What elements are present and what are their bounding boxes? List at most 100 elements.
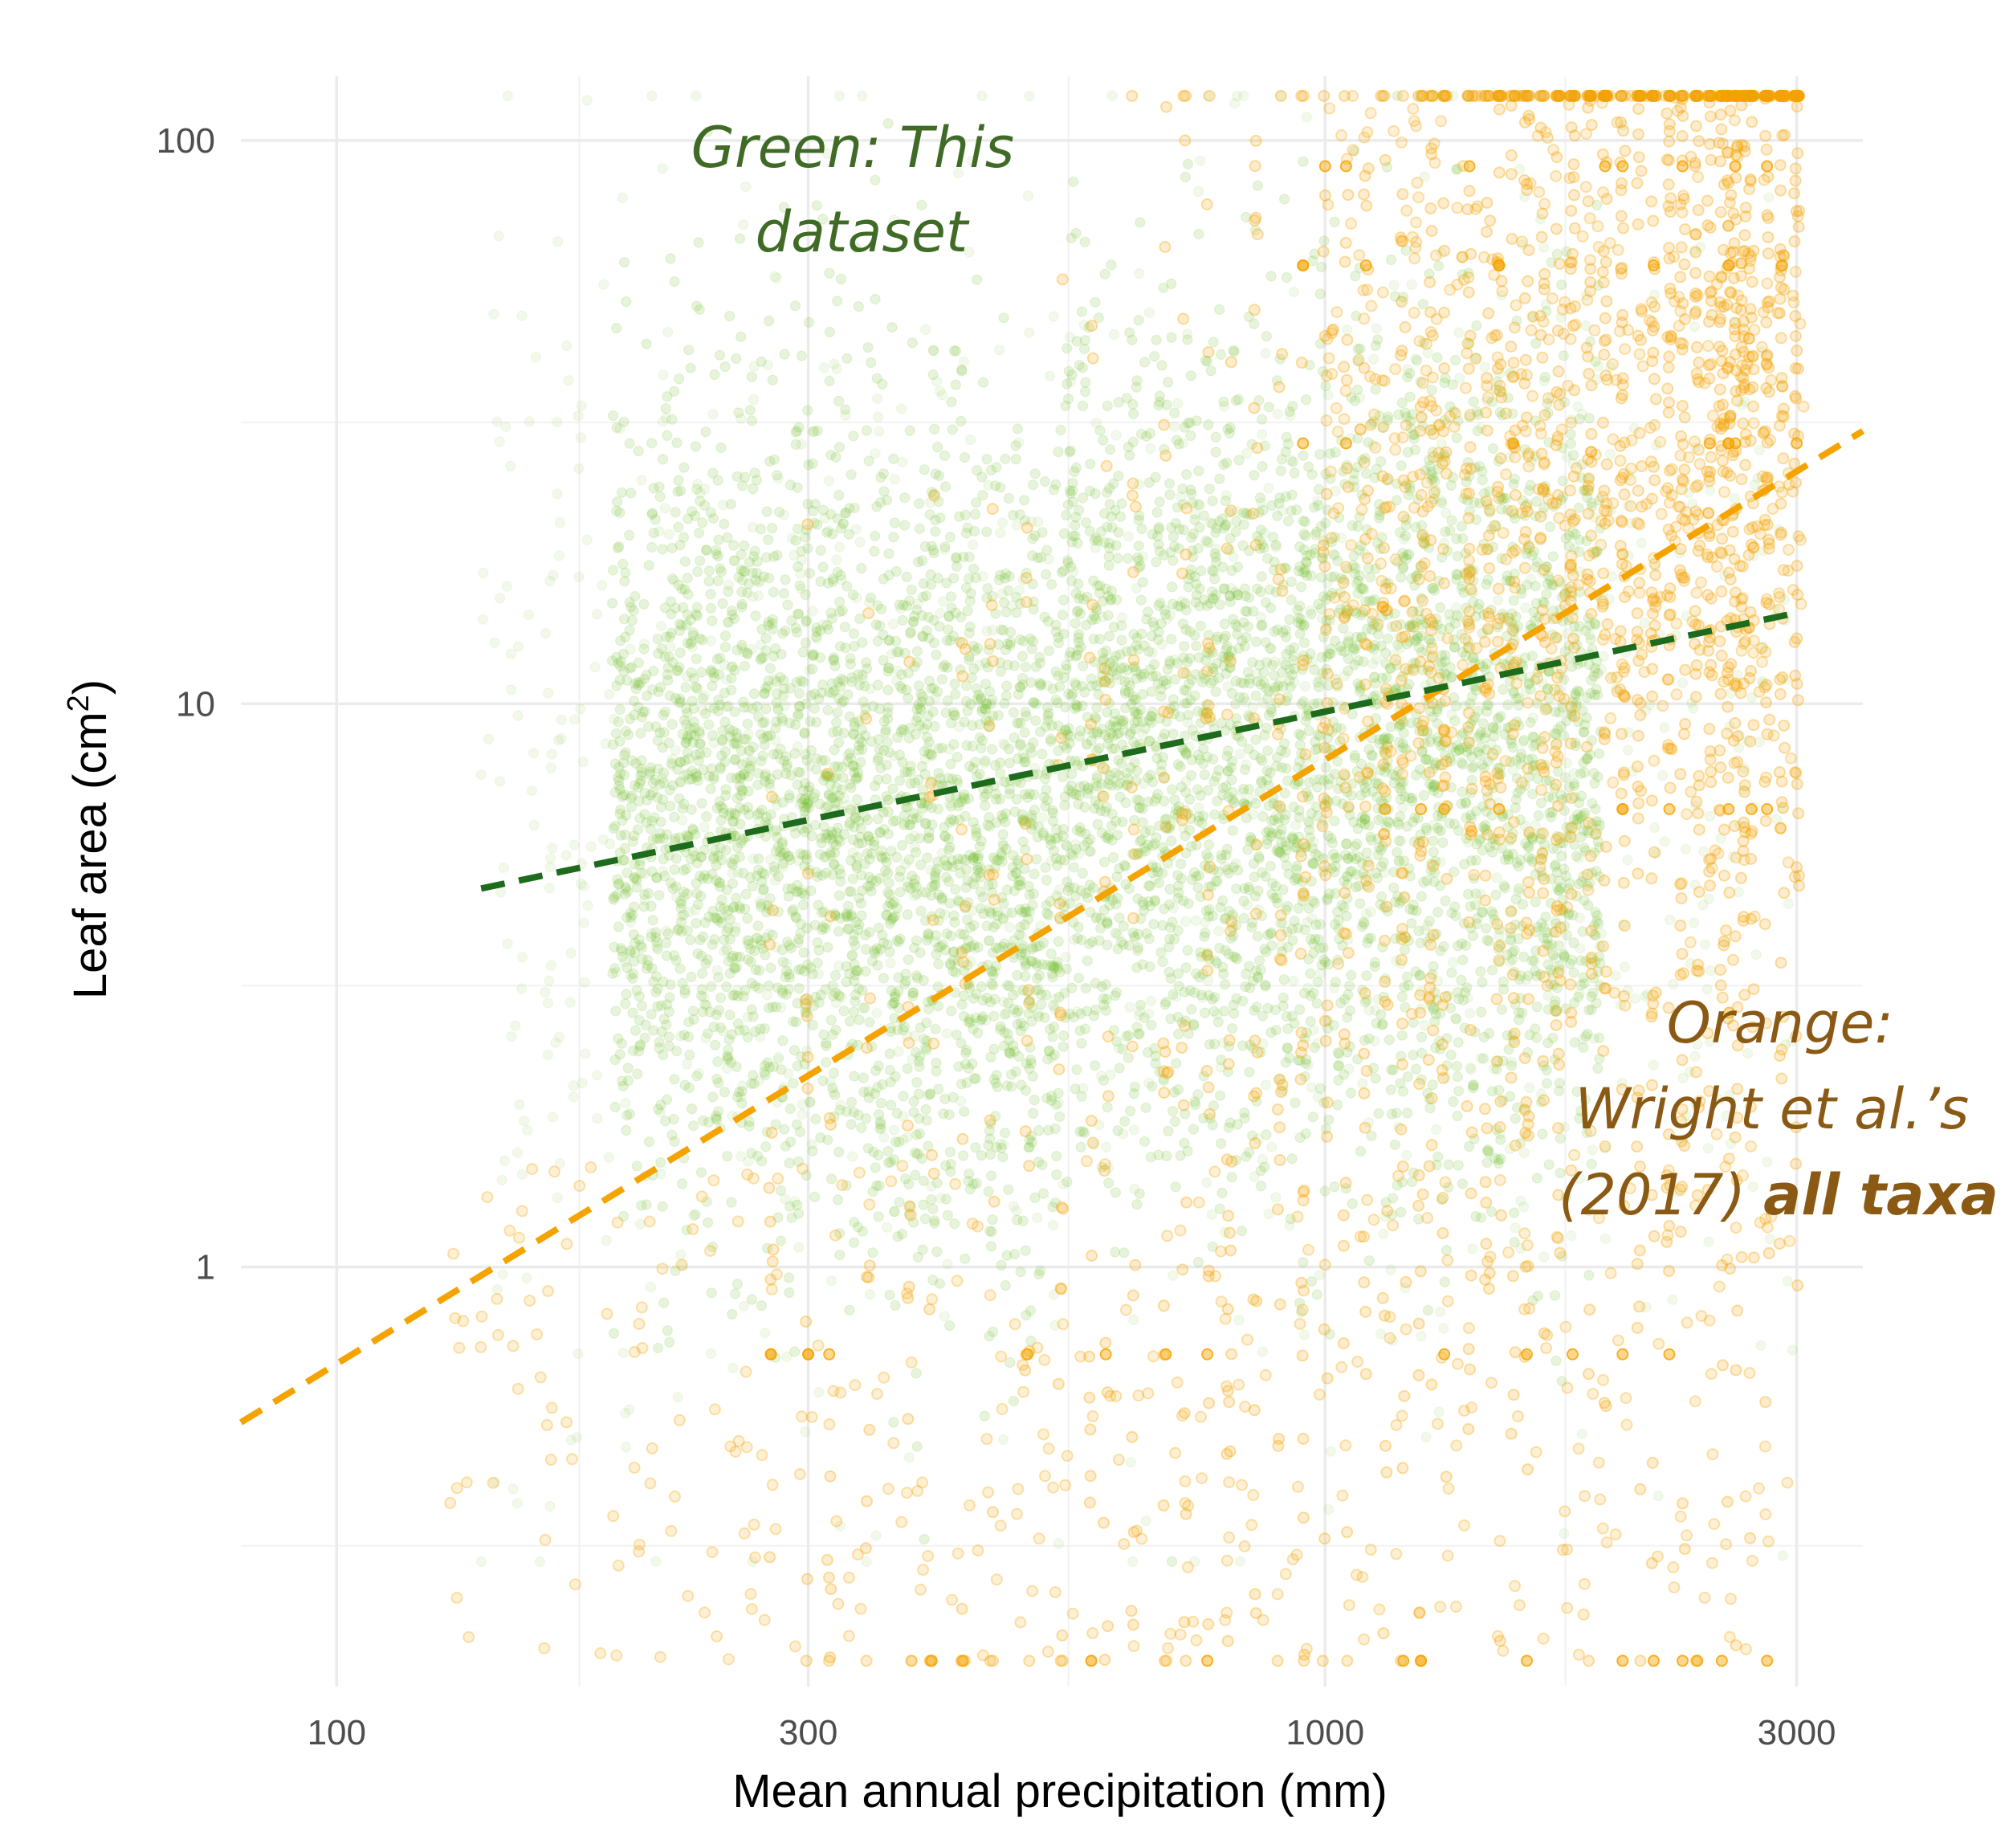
green-point — [771, 697, 782, 708]
green-point — [801, 616, 812, 627]
green-point — [619, 789, 630, 801]
green-point — [804, 781, 815, 793]
green-point — [911, 646, 923, 657]
green-point — [1057, 1030, 1070, 1042]
green-point — [963, 1063, 975, 1074]
green-point — [657, 544, 668, 555]
green-point — [1004, 757, 1016, 769]
green-point — [1129, 757, 1140, 768]
green-point — [1302, 461, 1314, 472]
green-point — [1139, 357, 1151, 368]
green-point — [1216, 1138, 1227, 1149]
green-point — [1143, 477, 1155, 488]
green-point — [791, 1119, 803, 1130]
green-point — [889, 896, 900, 908]
green-point — [1059, 800, 1070, 811]
green-point — [625, 792, 637, 804]
green-point — [809, 498, 821, 510]
green-point — [700, 426, 711, 438]
green-point — [1364, 572, 1376, 583]
green-point — [1110, 651, 1122, 662]
green-point — [662, 662, 674, 673]
green-point — [652, 735, 663, 746]
green-point — [931, 442, 943, 453]
green-point — [764, 455, 776, 467]
green-point — [1131, 765, 1143, 777]
green-point — [772, 831, 783, 842]
green-point — [687, 696, 698, 707]
green-point — [822, 1134, 833, 1145]
green-point — [731, 471, 743, 482]
green-point — [797, 823, 808, 834]
green-point — [930, 526, 941, 537]
green-point — [736, 745, 747, 757]
green-point — [915, 905, 927, 917]
green-point — [800, 532, 811, 543]
green-point — [1261, 774, 1273, 785]
green-point — [1050, 694, 1062, 706]
green-point — [927, 1275, 939, 1286]
green-point — [695, 851, 707, 863]
green-point — [678, 886, 690, 898]
green-point — [717, 803, 728, 814]
green-point — [629, 937, 641, 948]
green-point — [752, 711, 764, 722]
green-point — [775, 671, 786, 683]
green-point — [616, 487, 627, 498]
green-point — [936, 674, 947, 685]
green-point — [1063, 688, 1074, 700]
green-point — [1101, 487, 1113, 498]
green-point — [854, 919, 865, 931]
green-point — [942, 695, 953, 707]
green-point — [1031, 854, 1042, 865]
green-point — [1185, 370, 1196, 381]
green-point — [1407, 795, 1418, 807]
green-point — [1105, 720, 1116, 731]
green-point — [810, 764, 821, 775]
green-point — [871, 501, 882, 512]
green-point — [727, 1308, 738, 1320]
green-point — [636, 942, 648, 953]
green-point — [682, 708, 693, 719]
green-point — [1319, 1185, 1330, 1197]
green-point — [833, 926, 845, 937]
green-point — [1073, 628, 1085, 640]
green-point — [623, 529, 635, 541]
green-point — [829, 910, 841, 921]
green-point — [870, 1162, 881, 1173]
green-point — [1227, 825, 1238, 836]
green-point — [749, 1026, 761, 1038]
green-point — [812, 937, 823, 948]
green-point — [960, 1253, 971, 1264]
green-point — [1181, 469, 1192, 480]
green-point — [727, 950, 739, 961]
green-point — [714, 563, 726, 574]
green-point — [1100, 979, 1112, 990]
green-point — [678, 602, 689, 614]
green-point — [1114, 1063, 1125, 1074]
green-point — [1099, 806, 1111, 818]
green-point — [1008, 1040, 1019, 1051]
green-point — [814, 652, 826, 663]
green-point — [715, 763, 726, 775]
green-point — [664, 992, 675, 1003]
green-point — [691, 887, 703, 900]
green-point — [760, 645, 772, 656]
green-point — [995, 768, 1006, 779]
green-points-layer — [475, 90, 1798, 1568]
green-point — [1029, 696, 1040, 708]
green-point — [848, 1107, 859, 1118]
green-point — [976, 735, 988, 746]
green-point — [708, 703, 720, 714]
green-point — [711, 1009, 722, 1021]
green-point — [674, 373, 685, 385]
green-point — [694, 725, 705, 736]
green-point — [951, 774, 963, 785]
green-point — [752, 779, 764, 790]
green-point — [1157, 920, 1168, 931]
green-point — [772, 549, 783, 561]
green-point — [694, 738, 706, 749]
green-point — [731, 1061, 742, 1072]
green-point — [882, 887, 894, 899]
green-point — [964, 621, 976, 632]
